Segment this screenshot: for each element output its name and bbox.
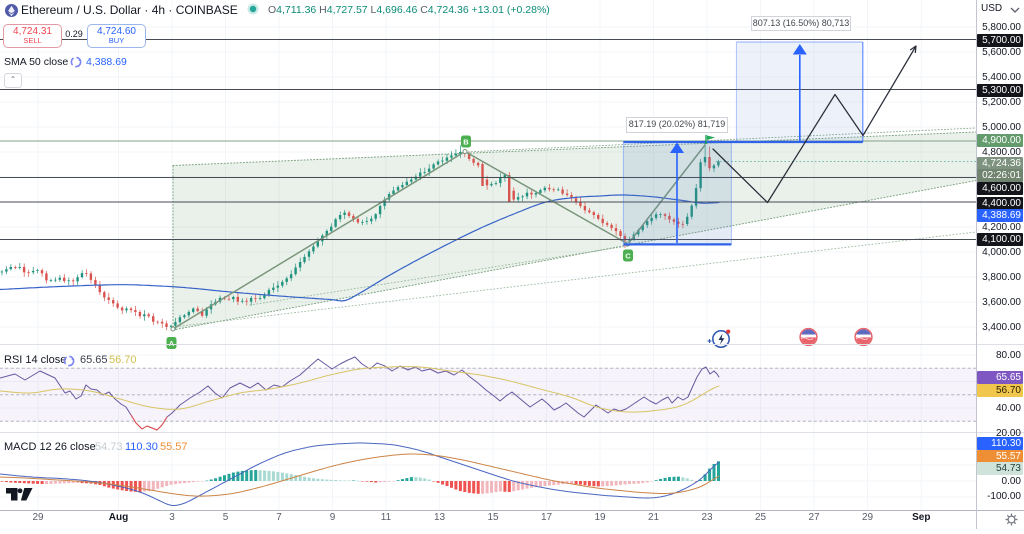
svg-text:A: A [169,339,175,348]
svg-text:B: B [463,137,469,146]
svg-text:C: C [625,251,631,260]
